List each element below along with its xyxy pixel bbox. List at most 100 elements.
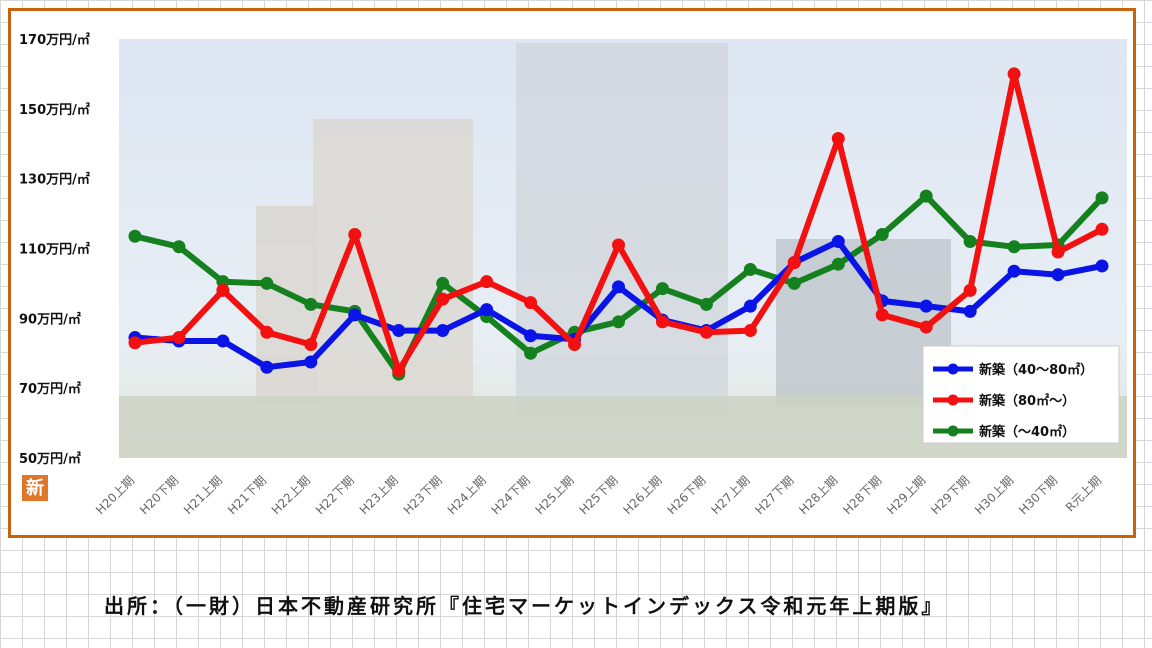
y-tick-label: 110万円/㎡ (19, 242, 90, 258)
source-note: 出所：（一財）日本不動産研究所『住宅マーケットインデックス令和元年上期版』 (104, 594, 945, 618)
data-point (172, 331, 186, 345)
series-2 (128, 189, 1109, 381)
x-tick-label: H22下期 (313, 473, 357, 517)
data-point (1007, 67, 1021, 81)
x-tick-label: H25上期 (533, 473, 577, 517)
data-point (392, 324, 406, 338)
data-point (963, 235, 977, 249)
data-point (1051, 268, 1065, 282)
y-tick-label: 50万円/㎡ (19, 451, 81, 467)
data-point (655, 315, 669, 329)
x-tick-label: H21上期 (181, 473, 225, 517)
data-point (875, 308, 889, 322)
legend-label: 新築（〜40㎡） (979, 424, 1075, 440)
x-tick-label: H30下期 (1016, 473, 1060, 517)
x-tick-label: H23下期 (401, 473, 445, 517)
data-point (216, 334, 230, 348)
data-point (612, 238, 625, 252)
y-axis: 50万円/㎡ 70万円/㎡ 90万円/㎡ 110万円/㎡ 130万円/㎡ 150万円/㎡ 1… (19, 32, 90, 467)
data-point (304, 338, 318, 352)
x-tick-label: H28下期 (840, 473, 884, 517)
x-tick-label: H29上期 (884, 473, 928, 517)
legend-swatch-marker (947, 425, 959, 437)
data-point (831, 235, 845, 249)
legend: 新築（40〜80㎡） 新築（80㎡〜） 新築（〜40㎡） (922, 345, 1120, 444)
data-point (480, 275, 494, 289)
data-point (831, 257, 845, 271)
data-point (743, 324, 757, 338)
data-point (743, 299, 757, 313)
line-chart: 50万円/㎡ 70万円/㎡ 90万円/㎡ 110万円/㎡ 130万円/㎡ 150万円/㎡ 1… (19, 32, 1127, 517)
data-point (260, 360, 274, 374)
x-tick-label: H27下期 (752, 473, 796, 517)
y-tick-label: 90万円/㎡ (19, 311, 81, 327)
legend-swatch-marker (947, 394, 959, 406)
chart-frame: 50万円/㎡ 70万円/㎡ 90万円/㎡ 110万円/㎡ 130万円/㎡ 150万円/㎡ 1… (8, 8, 1136, 538)
data-point (787, 255, 801, 269)
data-point (568, 338, 582, 352)
data-point (260, 325, 274, 339)
data-point (392, 364, 406, 378)
data-point (655, 282, 669, 296)
x-tick-label: H22上期 (269, 473, 313, 517)
x-tick-label: H20上期 (93, 473, 137, 517)
data-point (260, 276, 274, 290)
legend-label: 新築（40〜80㎡） (979, 362, 1093, 378)
x-tick-label: H20下期 (137, 473, 181, 517)
data-point (480, 303, 494, 317)
data-point (1095, 191, 1109, 205)
data-point (172, 240, 186, 254)
data-point (524, 296, 538, 310)
y-tick-label: 170万円/㎡ (19, 32, 90, 48)
data-point (128, 229, 142, 243)
data-point (1007, 264, 1021, 278)
x-tick-label: H21下期 (225, 473, 269, 517)
data-point (919, 320, 933, 334)
data-point (524, 346, 538, 360)
series-layer (128, 67, 1109, 381)
data-point (612, 280, 625, 294)
data-point (612, 315, 625, 329)
legend-item: 新築（〜40㎡） (933, 424, 1075, 440)
data-point (875, 228, 889, 242)
x-tick-label: H24下期 (489, 473, 533, 517)
data-point (1095, 259, 1109, 273)
data-point (787, 276, 801, 290)
x-tick-label: H30上期 (972, 473, 1016, 517)
legend-item: 新築（80㎡〜） (933, 393, 1075, 409)
data-point (436, 276, 450, 290)
legend-swatch-marker (947, 363, 959, 375)
data-point (304, 355, 318, 369)
data-point (919, 299, 933, 313)
data-point (743, 262, 757, 276)
data-point (1007, 240, 1021, 254)
x-tick-label: H26上期 (621, 473, 665, 517)
x-tick-label: R元上期 (1063, 473, 1104, 514)
y-tick-label: 150万円/㎡ (19, 102, 90, 118)
legend-label: 新築（80㎡〜） (979, 393, 1075, 409)
y-tick-label: 70万円/㎡ (19, 381, 81, 397)
x-axis: H20上期 H20下期 H21上期 H21下期 H22上期 H22下期 H23上期 H23下期… (93, 473, 1104, 517)
x-tick-label: H25下期 (577, 473, 621, 517)
data-point (436, 292, 450, 306)
data-point (348, 228, 362, 242)
data-point (304, 297, 318, 311)
data-point (348, 308, 362, 322)
x-tick-label: H24上期 (445, 473, 489, 517)
data-point (1095, 222, 1109, 236)
x-tick-label: H27上期 (708, 473, 752, 517)
new-badge-label: 新 (26, 477, 44, 499)
data-point (919, 189, 933, 203)
data-point (699, 297, 713, 311)
y-tick-label: 130万円/㎡ (19, 172, 90, 188)
data-point (831, 132, 845, 146)
x-tick-label: H28上期 (796, 473, 840, 517)
x-tick-label: H23上期 (357, 473, 401, 517)
legend-item: 新築（40〜80㎡） (933, 362, 1093, 378)
new-badge: 新 (22, 475, 48, 501)
data-point (436, 324, 450, 338)
data-point (1051, 245, 1065, 259)
x-tick-label: H26下期 (664, 473, 708, 517)
x-tick-label: H29下期 (928, 473, 972, 517)
data-point (699, 325, 713, 339)
